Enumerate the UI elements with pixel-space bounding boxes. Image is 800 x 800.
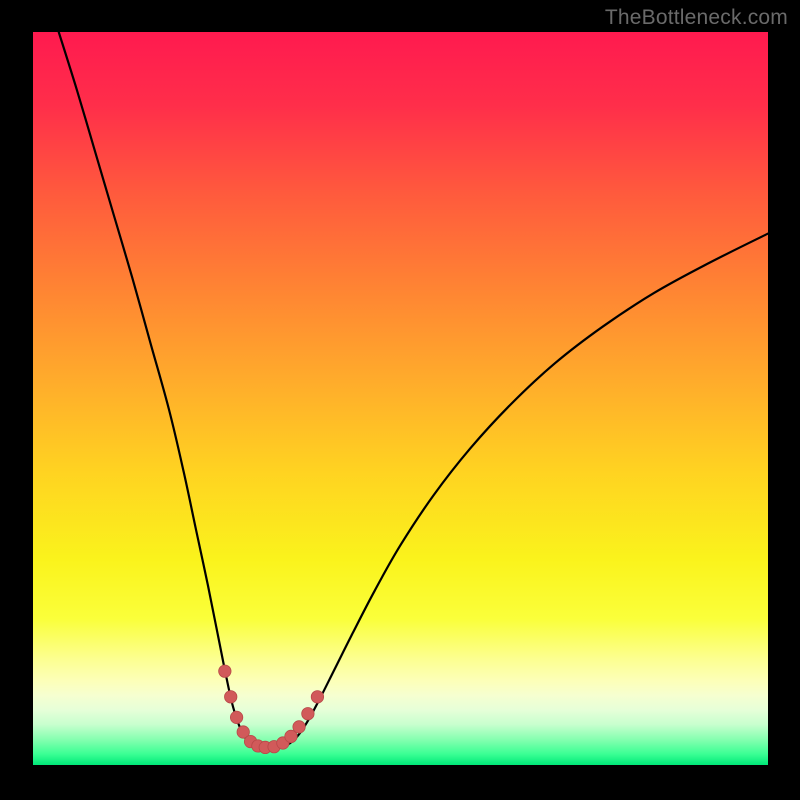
watermark-text: TheBottleneck.com — [605, 6, 788, 30]
marker-point — [302, 707, 314, 719]
plot-background — [33, 32, 768, 765]
bottleneck-chart — [33, 32, 768, 765]
marker-point — [225, 691, 237, 703]
marker-point — [230, 711, 242, 723]
marker-point — [293, 721, 305, 733]
marker-point — [219, 665, 231, 677]
marker-point — [311, 691, 323, 703]
